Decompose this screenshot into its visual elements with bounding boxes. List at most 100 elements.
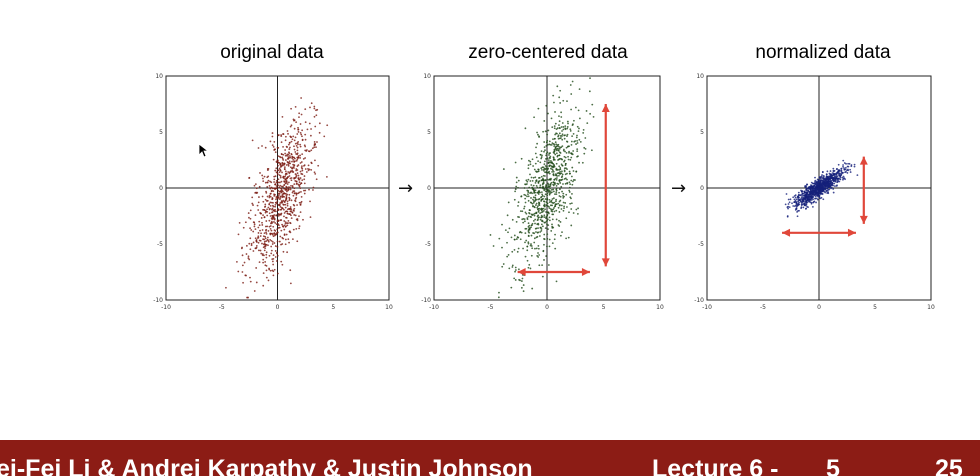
scatter-point [289, 188, 292, 191]
scatter-point [538, 186, 541, 189]
scatter-point [545, 185, 548, 187]
scatter-point [576, 212, 579, 215]
scatter-point [286, 212, 289, 215]
scatter-point [257, 209, 260, 211]
scatter-point [254, 228, 257, 231]
scatter-point [534, 162, 537, 165]
scatter-point [261, 145, 263, 147]
scatter-point [292, 209, 295, 212]
scatter-point [561, 145, 564, 147]
scatter-point [546, 237, 549, 240]
scatter-point [278, 226, 281, 229]
scatter-point [270, 190, 273, 193]
scatter-point [527, 242, 530, 245]
scatter-point [553, 137, 556, 140]
scatter-point [273, 175, 276, 178]
scatter-point [268, 219, 271, 222]
scatter-point [537, 209, 540, 212]
scatter-point [279, 235, 282, 238]
scatter-point [786, 215, 789, 217]
scatter-point [523, 220, 526, 223]
scatter-point [554, 153, 557, 156]
scatter-point [297, 140, 300, 143]
scatter-point [531, 222, 534, 225]
scatter-point [557, 174, 560, 177]
scatter-point [543, 238, 546, 241]
scatter-point [259, 249, 262, 252]
scatter-point [563, 155, 566, 158]
scatter-point [497, 296, 500, 299]
scatter-point [551, 223, 553, 226]
scatter-point [514, 266, 517, 269]
scatter-point [285, 177, 288, 180]
scatter-point [252, 204, 254, 206]
scatter-point [293, 192, 296, 195]
scatter-point [827, 192, 830, 195]
scatter-point [818, 195, 821, 198]
scatter-point [293, 214, 296, 216]
scatter-point [559, 172, 562, 175]
scatter-point [284, 135, 287, 138]
scatter-point [304, 133, 307, 136]
scatter-point [279, 205, 282, 208]
scatter-point [570, 156, 573, 159]
scatter-point [300, 113, 303, 116]
scatter-point [819, 177, 822, 180]
scatter-point [297, 128, 300, 131]
scatter-point [289, 155, 291, 157]
scatter-point [822, 174, 825, 177]
scatter-point [276, 240, 279, 243]
scatter-point [540, 191, 543, 194]
scatter-point [248, 258, 251, 261]
scatter-point [535, 146, 537, 149]
scatter-point [552, 188, 555, 191]
scatter-point [834, 178, 837, 181]
scatter-point [286, 204, 289, 207]
scatter-point [797, 196, 800, 199]
scatter-point [249, 227, 251, 230]
scatter-point [588, 90, 591, 93]
scatter-point [547, 129, 550, 132]
scatter-point [557, 137, 560, 140]
scatter-point [267, 230, 270, 232]
scatter-point [288, 142, 291, 144]
scatter-point [269, 204, 272, 207]
scatter-point [531, 224, 533, 226]
scatter-point [816, 183, 819, 185]
scatter-point [288, 241, 290, 244]
scatter-point [546, 202, 549, 205]
scatter-point [292, 190, 295, 193]
scatter-point [538, 203, 540, 206]
scatter-point [849, 168, 852, 171]
scatter-point [549, 204, 552, 207]
scatter-point [535, 212, 538, 214]
scatter-point [293, 177, 296, 180]
x-tick-label: 10 [927, 304, 935, 311]
scatter-point [286, 251, 289, 254]
scatter-point [297, 126, 299, 129]
scatter-point [248, 216, 250, 219]
scatter-point [820, 190, 823, 193]
scatter-point [290, 179, 293, 182]
scatter-point [553, 127, 556, 130]
x-tick-label: 10 [656, 304, 664, 311]
scatter-point [267, 206, 270, 209]
scatter-point [543, 150, 545, 153]
scatter-point [533, 237, 536, 240]
scatter-point [298, 112, 301, 115]
scatter-point [274, 151, 277, 154]
scatter-point [576, 148, 579, 151]
scatter-point [268, 254, 271, 257]
scatter-point [805, 187, 808, 190]
scatter-point [325, 175, 328, 178]
scatter-point [546, 151, 549, 154]
scatter-point [839, 176, 842, 178]
scatter-point [787, 203, 790, 205]
scatter-point [547, 185, 550, 188]
scatter-point [274, 183, 277, 186]
scatter-point [562, 209, 565, 212]
scatter-point [536, 131, 538, 134]
scatter-point [544, 149, 546, 152]
scatter-point [286, 200, 289, 203]
scatter-point [274, 230, 277, 232]
